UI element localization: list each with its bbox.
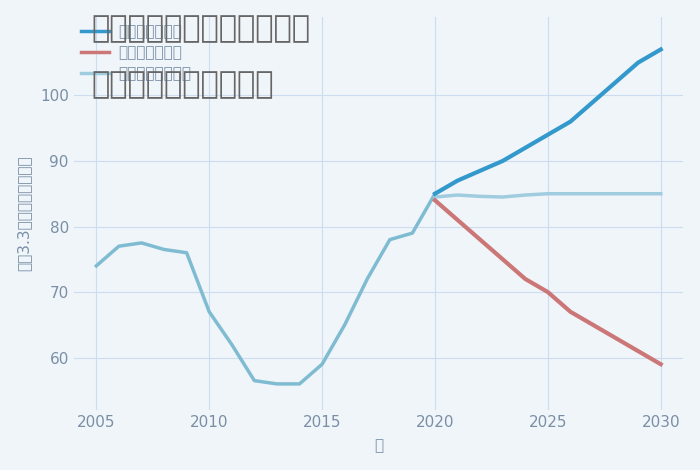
Legend: グッドシナリオ, バッドシナリオ, ノーマルシナリオ: グッドシナリオ, バッドシナリオ, ノーマルシナリオ <box>81 24 191 81</box>
X-axis label: 年: 年 <box>374 439 383 454</box>
Y-axis label: 坪（3.3㎡）単価（万円）: 坪（3.3㎡）単価（万円） <box>17 156 32 271</box>
Text: 中古戸建ての価格推移: 中古戸建ての価格推移 <box>91 70 274 100</box>
Text: 兵庫県姫路市大津区吉美の: 兵庫県姫路市大津区吉美の <box>91 14 310 43</box>
